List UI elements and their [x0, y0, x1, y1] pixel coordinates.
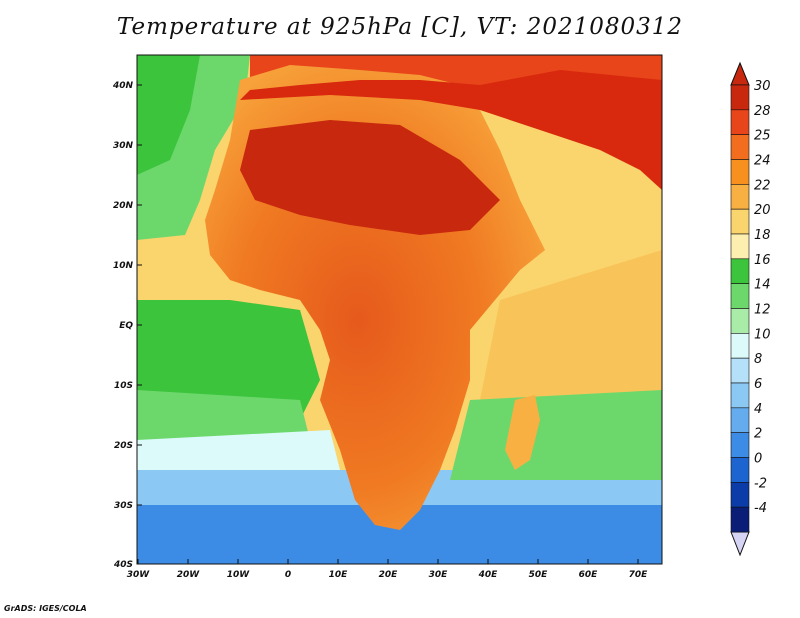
- colorbar-label: -2: [754, 476, 767, 491]
- lon-tick-label: 70E: [629, 570, 649, 580]
- lon-tick-label: 10W: [227, 570, 251, 580]
- colorbar-label: 4: [754, 402, 762, 417]
- colorbar-swatch: [730, 382, 750, 409]
- colorbar-swatch: [730, 109, 750, 135]
- colorbar-arrow-bottom: [730, 531, 750, 557]
- lon-tick-label: 40E: [478, 570, 499, 580]
- colorbar-label: 8: [754, 352, 762, 367]
- colorbar-label: 10: [754, 327, 771, 342]
- colorbar-swatch: [730, 84, 750, 111]
- colorbar-label: 0: [754, 452, 762, 467]
- colorbar-label: 22: [754, 178, 771, 193]
- field-sahara-arabia: [240, 70, 662, 190]
- lat-tick-label: 10N: [113, 261, 134, 271]
- lat-tick-label: 30N: [113, 141, 134, 151]
- colorbar-label: 14: [754, 278, 771, 293]
- colorbar-swatch: [730, 506, 750, 533]
- colorbar-label: 6: [754, 377, 762, 392]
- colorbar-label: 18: [754, 228, 771, 243]
- colorbar-label: 12: [754, 303, 771, 318]
- lon-tick-label: 30E: [429, 570, 449, 580]
- colorbar-arrow-top: [730, 61, 750, 86]
- lon-tick-label: 10E: [329, 570, 349, 580]
- field-madagascar: [505, 395, 540, 470]
- lat-tick-label: 40N: [112, 81, 134, 91]
- credit-label: GrADS: IGES/COLA: [4, 604, 87, 613]
- colorbar-swatch: [730, 208, 750, 235]
- colorbar-swatch: [730, 308, 750, 334]
- colorbar-swatch: [730, 333, 750, 359]
- lon-tick-label: 60E: [579, 570, 599, 580]
- colorbar-swatch: [730, 258, 750, 284]
- lon-axis: 30W 20W 10W 0 10E 20E 30E 40E 50E 60E 70…: [127, 559, 648, 580]
- colorbar-swatch: [730, 357, 750, 384]
- colorbar-swatch: [730, 432, 750, 458]
- field-indian-south: [450, 390, 662, 480]
- lon-tick-label: 20W: [177, 570, 201, 580]
- chart-title: Temperature at 925hPa [C], VT: 202108031…: [116, 14, 684, 40]
- colorbar-label: 25: [754, 129, 771, 144]
- lat-tick-label: 20S: [114, 441, 133, 451]
- colorbar-swatch: [730, 482, 750, 508]
- lat-tick-label: 40S: [113, 560, 133, 570]
- field-south-deep: [137, 505, 662, 564]
- lon-tick-label: 50E: [529, 570, 549, 580]
- colorbar-label: 24: [754, 154, 771, 169]
- colorbar-label: 2: [754, 427, 762, 442]
- colorbar-label: 30: [754, 79, 771, 94]
- colorbar-swatch: [730, 283, 750, 309]
- field-indian-ocean: [480, 250, 662, 420]
- map-frame: [136, 54, 663, 565]
- colorbar-swatch: [730, 457, 750, 483]
- field-sahara-core: [240, 120, 500, 235]
- lon-tick-label: 30W: [127, 570, 151, 580]
- map-field: [137, 55, 662, 564]
- colorbar-swatch: [730, 407, 750, 433]
- field-atlantic-north-dark: [137, 55, 200, 175]
- lat-tick-label: 30S: [114, 501, 133, 511]
- colorbar-label: 16: [754, 253, 771, 268]
- colorbar-label: 20: [754, 203, 771, 218]
- colorbar-label: -4: [754, 501, 767, 516]
- colorbar-swatch: [730, 134, 750, 160]
- lat-tick-label: EQ: [119, 321, 133, 331]
- lat-axis: 40N 30N 20N 10N EQ 10S 20S 30S 40S: [112, 81, 142, 570]
- lon-tick-label: 0: [285, 570, 291, 580]
- colorbar-label: 28: [754, 104, 771, 119]
- lat-tick-label: 20N: [113, 201, 134, 211]
- colorbar-swatch: [730, 184, 750, 210]
- colorbar-swatch: [730, 159, 750, 185]
- colorbar-swatch: [730, 233, 750, 260]
- lon-tick-label: 20E: [379, 570, 399, 580]
- lat-tick-label: 10S: [114, 381, 133, 391]
